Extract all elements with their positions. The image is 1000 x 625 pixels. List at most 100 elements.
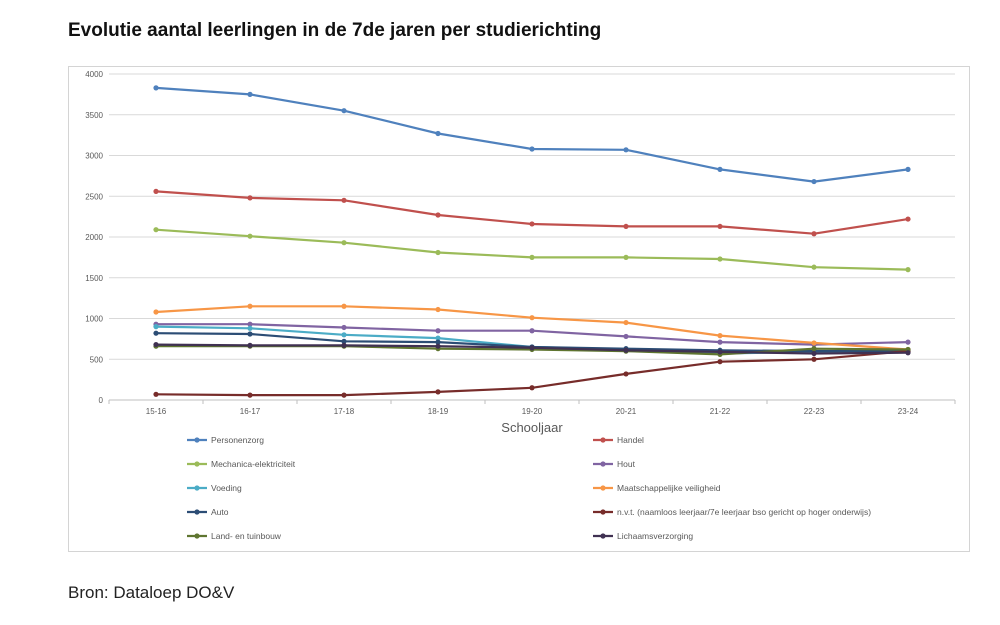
data-point-handel-18-19 bbox=[435, 212, 441, 218]
legend-swatch-marker bbox=[600, 509, 606, 515]
series-n-v-t-naamloos-leerjaar-7e-leerjaar-bso-gericht-op-hoger-onderwijs bbox=[153, 348, 911, 398]
data-point-lichaamsverzorging-17-18 bbox=[341, 342, 347, 348]
legend-label: Maatschappelijke veiligheid bbox=[617, 483, 721, 493]
data-point-hout-17-18 bbox=[341, 324, 347, 331]
data-point-mechanica-elektriciteit-16-17 bbox=[247, 233, 253, 239]
data-point-handel-21-22 bbox=[717, 223, 723, 230]
data-point-n-v-t-naamloos-leerjaar-7e-leerjaar-bso-gericht-op-hoger-onderwijs-19-20 bbox=[529, 385, 535, 391]
x-tick-label-17-18: 17-18 bbox=[334, 407, 355, 416]
legend-item-voeding: Voeding bbox=[187, 483, 242, 493]
y-tick-label-4000: 4000 bbox=[85, 70, 103, 79]
data-point-lichaamsverzorging-15-16 bbox=[153, 341, 159, 348]
x-tick-label-21-22: 21-22 bbox=[710, 407, 731, 416]
data-point-n-v-t-naamloos-leerjaar-7e-leerjaar-bso-gericht-op-hoger-onderwijs-21-22 bbox=[717, 359, 723, 365]
data-point-n-v-t-naamloos-leerjaar-7e-leerjaar-bso-gericht-op-hoger-onderwijs-15-16 bbox=[153, 391, 159, 397]
data-point-mechanica-elektriciteit-21-22 bbox=[717, 256, 723, 262]
data-point-land-en-tuinbouw-22-23 bbox=[811, 346, 817, 352]
legend-label: Hout bbox=[617, 459, 636, 469]
legend-item-maatschappelijke-veiligheid: Maatschappelijke veiligheid bbox=[593, 483, 721, 493]
legend-item-auto: Auto bbox=[187, 507, 229, 517]
data-point-mechanica-elektriciteit-18-19 bbox=[435, 249, 441, 256]
x-tick-label-15-16: 15-16 bbox=[146, 407, 167, 416]
page-title: Evolutie aantal leerlingen in de 7de jar… bbox=[68, 20, 602, 41]
x-tick-label-16-17: 16-17 bbox=[240, 407, 261, 416]
data-point-handel-15-16 bbox=[153, 188, 159, 194]
data-point-auto-18-19 bbox=[435, 339, 441, 345]
data-point-maatschappelijke-veiligheid-18-19 bbox=[435, 306, 441, 313]
axes: 0 500 1000 1500 2000 2500 3000 3500 4000 15-16 16-… bbox=[85, 70, 956, 435]
data-point-hout-23-24 bbox=[905, 339, 911, 345]
data-point-voeding-18-19 bbox=[435, 335, 441, 341]
legend-item-handel: Handel bbox=[593, 435, 644, 445]
data-point-maatschappelijke-veiligheid-21-22 bbox=[717, 333, 723, 339]
legend: Personenzorg Handel Mechanica-elektricitei… bbox=[187, 435, 871, 541]
data-point-lichaamsverzorging-21-22 bbox=[717, 349, 723, 355]
legend-label: Personenzorg bbox=[211, 435, 264, 445]
data-point-n-v-t-naamloos-leerjaar-7e-leerjaar-bso-gericht-op-hoger-onderwijs-22-23 bbox=[811, 356, 817, 362]
data-point-maatschappelijke-veiligheid-19-20 bbox=[529, 315, 535, 321]
legend-item-lichaamsverzorging: Lichaamsverzorging bbox=[593, 531, 693, 541]
y-tick-label-3500: 3500 bbox=[85, 111, 103, 120]
x-tick-label-18-19: 18-19 bbox=[428, 407, 449, 416]
legend-swatch-marker bbox=[194, 509, 200, 515]
y-tick-label-1500: 1500 bbox=[85, 274, 103, 283]
data-point-auto-17-18 bbox=[341, 338, 347, 344]
data-point-personenzorg-19-20 bbox=[529, 146, 535, 152]
data-point-mechanica-elektriciteit-23-24 bbox=[905, 267, 911, 273]
data-point-maatschappelijke-veiligheid-16-17 bbox=[247, 303, 253, 309]
legend-label: Handel bbox=[617, 435, 644, 445]
data-point-lichaamsverzorging-22-23 bbox=[811, 350, 817, 357]
x-tick-label-20-21: 20-21 bbox=[616, 407, 637, 416]
data-point-personenzorg-22-23 bbox=[811, 178, 817, 185]
data-point-n-v-t-naamloos-leerjaar-7e-leerjaar-bso-gericht-op-hoger-onderwijs-20-21 bbox=[623, 371, 629, 377]
series-line-personenzorg bbox=[155, 86, 909, 183]
series-lines bbox=[153, 85, 911, 398]
x-axis-title: Schooljaar bbox=[501, 420, 563, 435]
data-point-hout-18-19 bbox=[435, 328, 441, 334]
data-point-lichaamsverzorging-20-21 bbox=[623, 347, 629, 353]
data-point-mechanica-elektriciteit-22-23 bbox=[811, 264, 817, 270]
series-line-handel bbox=[155, 190, 909, 235]
data-point-mechanica-elektriciteit-15-16 bbox=[153, 227, 159, 233]
legend-item-land-en-tuinbouw: Land- en tuinbouw bbox=[187, 531, 282, 541]
data-point-hout-16-17 bbox=[247, 321, 253, 327]
data-point-personenzorg-16-17 bbox=[247, 91, 253, 97]
y-tick-label-2000: 2000 bbox=[85, 233, 103, 242]
data-point-voeding-15-16 bbox=[153, 324, 159, 330]
data-point-personenzorg-17-18 bbox=[341, 108, 347, 114]
data-point-hout-19-20 bbox=[529, 328, 535, 334]
data-point-maatschappelijke-veiligheid-15-16 bbox=[153, 309, 159, 315]
legend-label: Auto bbox=[211, 507, 229, 517]
data-point-handel-19-20 bbox=[529, 221, 535, 227]
series-lichaamsverzorging bbox=[153, 341, 911, 357]
x-tick-label-23-24: 23-24 bbox=[898, 407, 919, 416]
data-point-maatschappelijke-veiligheid-17-18 bbox=[341, 303, 347, 309]
line-chart: 0 500 1000 1500 2000 2500 3000 3500 4000 15-16 16-… bbox=[85, 70, 956, 541]
legend-item-hout: Hout bbox=[593, 459, 636, 469]
chart-frame: 0 500 1000 1500 2000 2500 3000 3500 4000 15-16 16-… bbox=[68, 66, 970, 552]
data-point-mechanica-elektriciteit-19-20 bbox=[529, 254, 535, 260]
y-tick-label-1000: 1000 bbox=[85, 315, 103, 324]
legend-swatch-marker bbox=[600, 533, 606, 539]
legend-label: Lichaamsverzorging bbox=[617, 531, 693, 541]
data-point-handel-17-18 bbox=[341, 197, 347, 203]
source-caption: Bron: Dataloep DO&V bbox=[68, 583, 235, 602]
legend-item-personenzorg: Personenzorg bbox=[187, 435, 264, 445]
legend-swatch-marker bbox=[600, 437, 606, 443]
data-point-mechanica-elektriciteit-17-18 bbox=[341, 240, 347, 246]
data-point-personenzorg-18-19 bbox=[435, 130, 441, 137]
series-personenzorg bbox=[153, 85, 911, 185]
data-point-handel-23-24 bbox=[905, 216, 911, 222]
series-line-mechanica-elektriciteit bbox=[155, 228, 909, 271]
data-point-lichaamsverzorging-16-17 bbox=[247, 342, 253, 348]
data-point-handel-22-23 bbox=[811, 231, 817, 237]
data-point-personenzorg-15-16 bbox=[153, 85, 159, 91]
data-point-voeding-17-18 bbox=[341, 332, 347, 338]
x-tick-label-19-20: 19-20 bbox=[522, 407, 543, 416]
series-maatschappelijke-veiligheid bbox=[153, 303, 911, 353]
legend-label: Land- en tuinbouw bbox=[211, 531, 282, 541]
legend-swatch-marker bbox=[194, 437, 200, 443]
legend-swatch-marker bbox=[194, 533, 200, 539]
data-point-maatschappelijke-veiligheid-22-23 bbox=[811, 340, 817, 346]
data-point-n-v-t-naamloos-leerjaar-7e-leerjaar-bso-gericht-op-hoger-onderwijs-16-17 bbox=[247, 392, 253, 398]
